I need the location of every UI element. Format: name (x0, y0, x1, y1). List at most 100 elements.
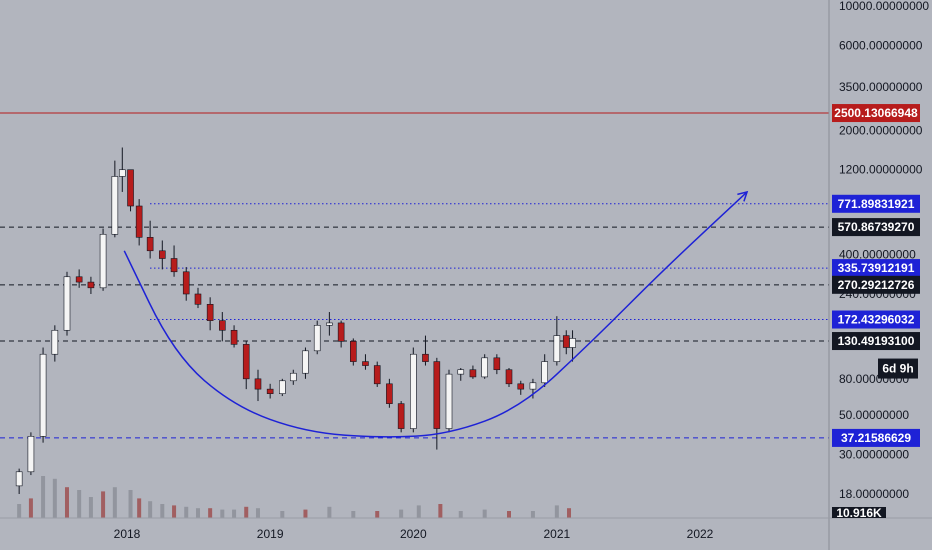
volume-bar (101, 491, 106, 518)
price-tag-label: 130.49193100 (838, 334, 915, 348)
candle-body (146, 237, 154, 252)
candle-body (111, 176, 119, 235)
date-tick-label: 2020 (400, 527, 427, 541)
cup-curve-line (123, 191, 748, 438)
candle-body (99, 233, 107, 289)
candle-body (170, 258, 178, 273)
candle-body (206, 304, 214, 321)
price-tick-label: 400.00000000 (839, 248, 916, 262)
price-tick-label: 18.00000000 (839, 487, 909, 501)
price-tag-label: 771.89831921 (838, 197, 915, 211)
candle-body (242, 344, 250, 380)
volume-bar (507, 511, 511, 518)
volume-tag-label: 10.916K (836, 506, 882, 520)
volume-bar (172, 505, 177, 518)
price-tag (832, 275, 920, 294)
candle-body (75, 276, 83, 283)
candle-body (87, 281, 95, 289)
candle-body (313, 324, 321, 352)
volume-bar (184, 506, 189, 518)
volume-bar (88, 497, 93, 518)
price-tag-label: 270.29212726 (838, 278, 915, 292)
price-tick-label: 50.00000000 (839, 408, 909, 422)
candle-body (337, 322, 345, 342)
candle-body (397, 403, 405, 429)
candle-body (15, 471, 23, 487)
volume-bar (244, 506, 249, 518)
candle-body (445, 373, 453, 429)
candle-body (118, 169, 126, 177)
time-axis[interactable]: 2018 2019 2020 2021 2022 (114, 527, 714, 541)
candle-body (266, 388, 274, 394)
candle-body (562, 335, 570, 348)
candle-body (529, 382, 537, 390)
price-tick-label: 2000.00000000 (839, 123, 923, 137)
volume-bar (112, 487, 117, 518)
volume-bar (458, 511, 463, 518)
countdown-label: 6d 9h (882, 362, 913, 376)
candle-body (51, 329, 59, 355)
volume-bar (327, 506, 332, 518)
volume-bar (195, 508, 200, 518)
volume-bar (160, 504, 165, 518)
date-tick-label: 2019 (257, 527, 284, 541)
candle-body (302, 350, 309, 374)
volume-bar (41, 476, 46, 518)
price-tag-label: 570.86739270 (838, 220, 915, 234)
volume-bars (17, 476, 572, 518)
candle-body (541, 361, 548, 384)
price-tag (832, 218, 920, 237)
candle-body (182, 271, 190, 295)
price-tags: 2500.13066948 771.89831921 570.86739270 335… (832, 104, 920, 520)
candle-body (493, 357, 501, 371)
volume-bar (303, 509, 308, 518)
date-tick-label: 2022 (687, 527, 714, 541)
volume-bar (148, 501, 153, 518)
price-tick-label: 3500.00000000 (839, 80, 923, 94)
candle-body (553, 335, 561, 362)
volume-bar (416, 505, 421, 518)
candle-body (63, 276, 71, 331)
date-tick-label: 2021 (543, 527, 570, 541)
volume-bar (52, 478, 57, 518)
volume-bar (438, 504, 443, 518)
candle-body (422, 353, 429, 362)
candle-body (517, 383, 525, 390)
volume-bar (351, 511, 356, 518)
candle-body (349, 341, 357, 362)
candle-body (254, 378, 262, 390)
candle-body (279, 380, 286, 394)
candle-body (469, 369, 477, 378)
candle-body (362, 361, 369, 366)
price-tag-label: 37.21586629 (841, 431, 911, 445)
volume-bar (77, 490, 82, 518)
price-tag (832, 332, 920, 351)
candle-body (326, 322, 333, 326)
candle-body (481, 357, 488, 378)
candle-body (289, 372, 297, 382)
volume-bar (232, 509, 237, 518)
candle-body (457, 369, 465, 375)
candle-body (505, 369, 513, 385)
volume-bar (482, 509, 487, 518)
volume-bar (17, 504, 22, 518)
countdown-tag (878, 358, 918, 379)
candle-body (433, 361, 441, 429)
volume-bar (28, 498, 33, 518)
price-tick-label: 6000.00000000 (839, 38, 923, 52)
price-tick-label: 1200.00000000 (839, 163, 923, 177)
candle-body (373, 365, 381, 385)
price-tag (832, 259, 920, 278)
price-tag-label: 2500.13066948 (834, 106, 918, 120)
price-tag (832, 310, 920, 329)
cup-curve (123, 190, 749, 438)
candle-body (27, 436, 35, 473)
candle-body (135, 205, 143, 238)
candle-body (127, 169, 134, 207)
plot-area[interactable] (0, 112, 829, 518)
volume-bar (255, 508, 260, 518)
volume-bar (137, 498, 142, 518)
candle-body (158, 250, 166, 259)
